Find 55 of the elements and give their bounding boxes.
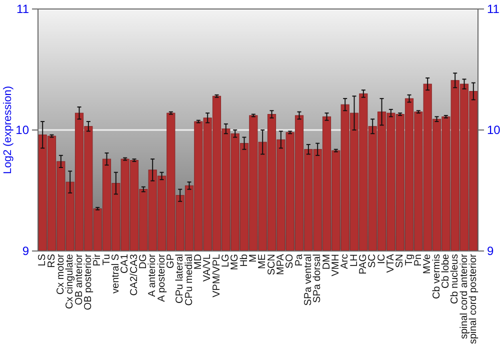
x-tick-label: OB posterior: [82, 253, 94, 310]
x-tick-label: Pir: [92, 253, 104, 266]
x-tick-label: Cb vermis: [431, 254, 442, 300]
x-tick-label: ventral S: [110, 254, 122, 294]
x-tick-label: Cx cingulate: [64, 254, 76, 310]
x-tick-label: MPA: [275, 254, 286, 275]
x-tick-label: MVe: [422, 254, 434, 274]
x-tick-label: SCN: [266, 254, 278, 276]
x-tick-label: DM: [321, 254, 332, 270]
x-tick-label: IC: [376, 254, 388, 264]
x-tick-label: VPM/VPL: [211, 254, 222, 298]
x-tick-label: LG: [220, 254, 232, 268]
y2-tick-label: 9: [487, 244, 494, 258]
y2-tick-label: 10: [487, 122, 500, 137]
x-tick-label: A posterior: [156, 253, 168, 302]
x-tick-label: CPu medial: [184, 254, 195, 306]
x-tick-label: OB anterior: [74, 253, 85, 306]
x-tick-label: spinal cord posterior: [468, 253, 479, 344]
x-tick-label: GP: [165, 254, 176, 268]
x-tick-label: SPa dorsal: [312, 254, 324, 303]
x-tick-label: SPa ventral: [302, 254, 314, 306]
x-tick-label: PAG: [358, 254, 369, 274]
x-tick-label: DG: [138, 254, 149, 269]
x-tick-label: Tu: [101, 254, 112, 266]
x-tick-label: LS: [37, 254, 48, 266]
x-tick-label: M: [248, 254, 259, 262]
x-tick-label: Pa: [294, 254, 305, 266]
x-tick-label: CPu lateral: [174, 254, 186, 304]
x-tick-label: Hb: [238, 254, 250, 267]
x-tick-label: CA2/CA3: [128, 254, 140, 296]
y-tick-label: 9: [22, 244, 30, 258]
x-tick-label: RS: [46, 254, 58, 268]
x-tick-label: SC: [367, 254, 378, 268]
x-tick-label: Pn: [412, 254, 424, 266]
x-tick-label: Cb nucleus: [450, 254, 461, 304]
x-tick-label: VTA: [385, 254, 396, 273]
x-tick-label: spinal cord anterior: [458, 253, 470, 340]
x-tick-label: VMH: [330, 254, 342, 276]
y-axis-title: Log2 (expression): [2, 86, 14, 174]
x-tick-label: CA1: [120, 254, 131, 274]
y-tick-label: 10: [16, 122, 30, 137]
x-tick-label: SN: [394, 254, 406, 268]
x-tick-label: Cx motor: [55, 253, 66, 295]
x-tick-label: ME: [257, 254, 268, 269]
y-tick-label: 11: [16, 2, 30, 16]
x-tick-label: Tg: [404, 254, 415, 266]
y2-tick-label: 11: [487, 2, 500, 16]
x-tick-label: SO: [284, 254, 296, 268]
x-tick-label: MG: [230, 254, 241, 270]
x-tick-label: Arc: [340, 254, 351, 269]
x-tick-label: VA/VL: [202, 254, 214, 282]
x-tick-label: Cb lobe: [440, 254, 452, 288]
x-tick-label: A anterior: [147, 253, 158, 297]
x-tick-label: MD: [192, 254, 204, 270]
x-tick-label: LH: [348, 254, 360, 267]
